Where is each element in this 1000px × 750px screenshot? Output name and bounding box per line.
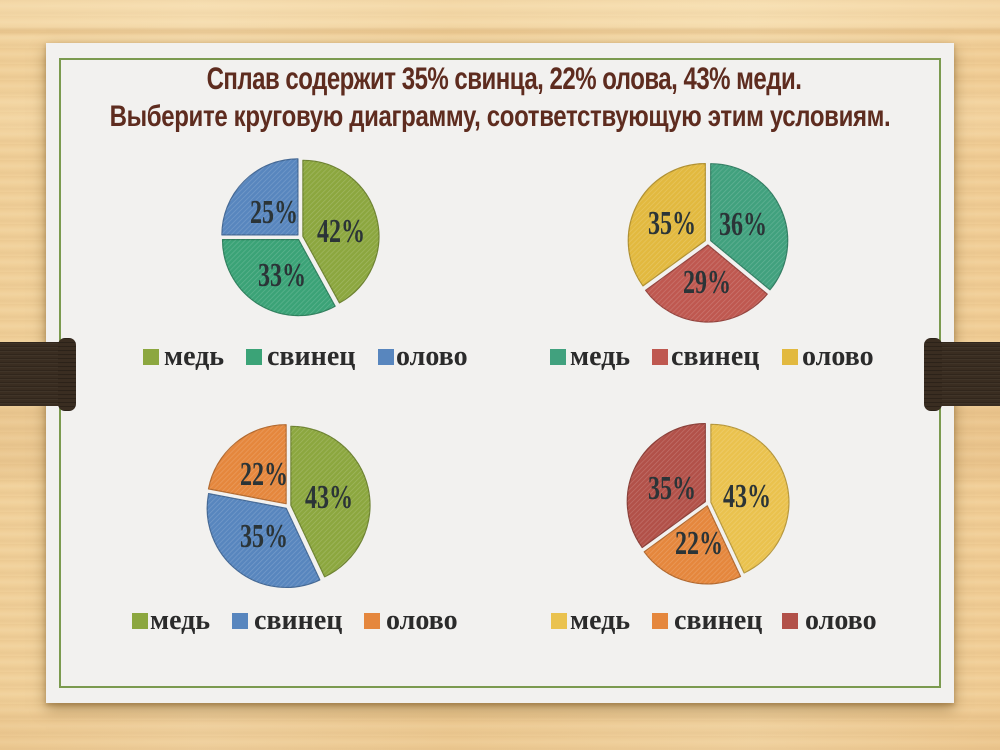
svg-text:43%: 43%	[305, 479, 353, 516]
svg-text:35%: 35%	[648, 205, 696, 242]
svg-text:25%: 25%	[250, 194, 298, 231]
svg-text:35%: 35%	[648, 470, 696, 507]
svg-text:22%: 22%	[675, 525, 723, 562]
svg-text:43%: 43%	[723, 478, 771, 515]
svg-text:42%: 42%	[317, 213, 365, 250]
svg-text:36%: 36%	[719, 206, 767, 243]
svg-text:35%: 35%	[240, 518, 288, 555]
svg-text:29%: 29%	[683, 264, 731, 301]
svg-text:22%: 22%	[240, 456, 288, 493]
svg-text:33%: 33%	[258, 257, 306, 294]
